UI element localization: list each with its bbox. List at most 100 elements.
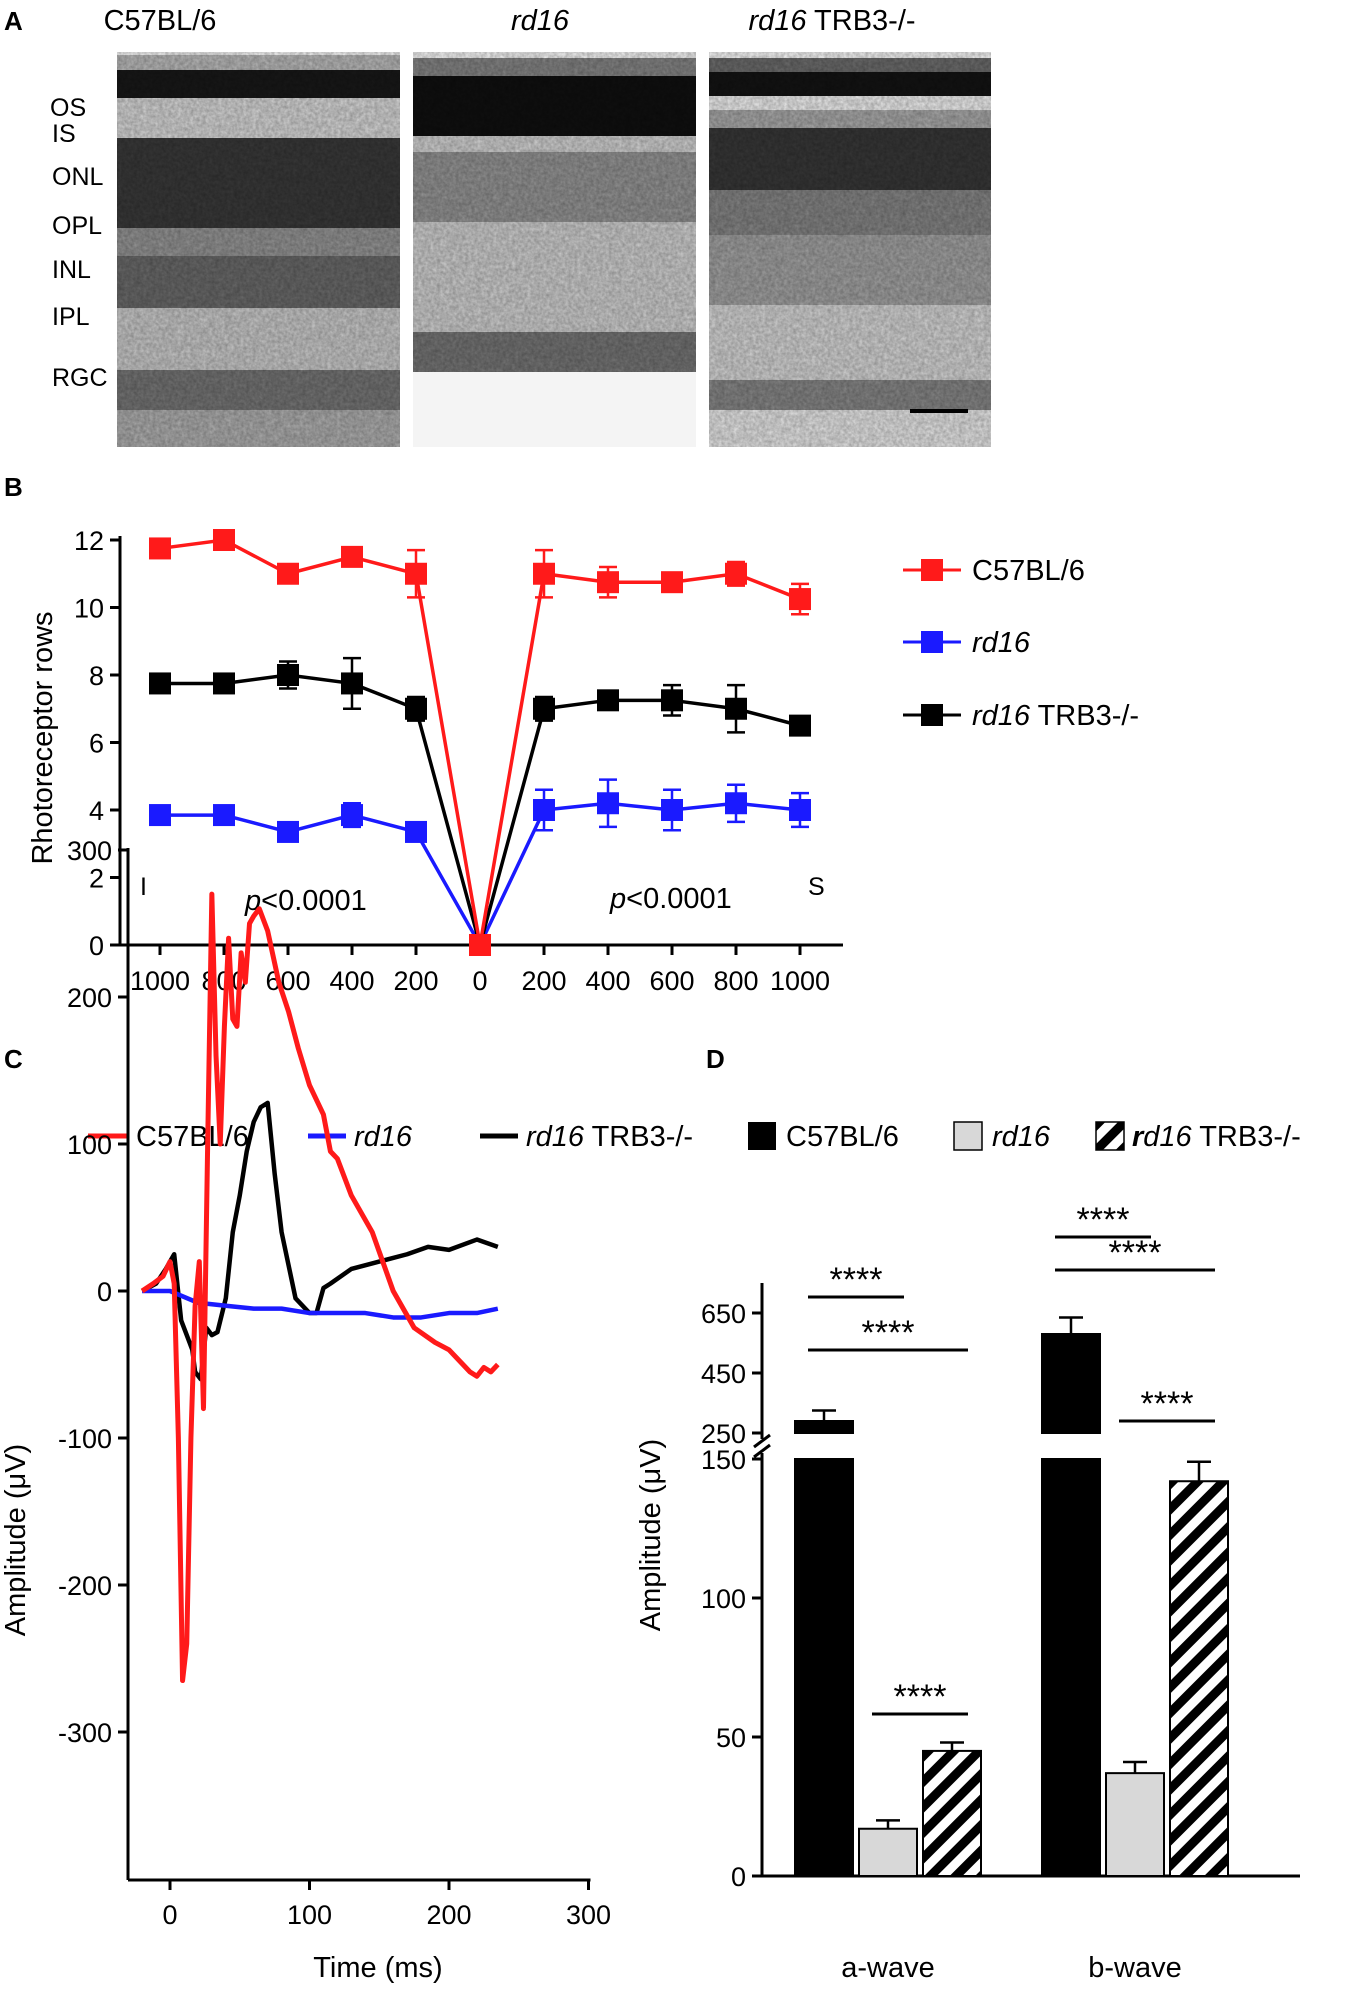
b-point-rd16-trb3 — [597, 689, 619, 712]
b-point-c57bl-6 — [277, 562, 299, 585]
d-bar-c57bl-6-b-wave — [1041, 1333, 1101, 1434]
panel-c-xlabel: Time (ms) — [313, 1952, 442, 1984]
b-point-rd16 — [277, 820, 299, 843]
panel-c-ylabel: Amplitude (μV) — [0, 1444, 32, 1636]
panel-b-right-end: S — [808, 873, 825, 901]
panel-d-bars — [794, 1316, 1229, 1878]
b-xtick-label: 600 — [649, 966, 694, 996]
d-xtick-label: b-wave — [1088, 1952, 1182, 1984]
legend-d-rd16-label: rd16 — [992, 1121, 1051, 1153]
panel-b-series — [149, 529, 811, 956]
c-ytick-label: 0 — [97, 1277, 112, 1307]
d-bar-rd16-b-wave — [1105, 1772, 1165, 1878]
c-xtick-label: 200 — [426, 1900, 471, 1930]
legend-d-rd16-trb3-swatch — [1095, 1121, 1125, 1151]
c-xtick-label: 300 — [566, 1900, 611, 1930]
legend-b-rd16-trb3-label: rd16 TRB3-/- — [972, 700, 1139, 732]
d-axis-break-mark — [753, 1443, 771, 1459]
legend-b-rd16-trb3: rd16 TRB3-/- — [903, 700, 1139, 732]
b-point-rd16-trb3 — [789, 714, 811, 737]
b-ytick-label: 10 — [74, 594, 104, 624]
b-point-c57bl-6 — [405, 562, 427, 585]
micrograph-rd16 — [413, 52, 696, 447]
b-point-rd16 — [405, 820, 427, 843]
b-xtick-label: 200 — [521, 966, 566, 996]
panel-d-letter: D — [706, 1044, 725, 1074]
legend-b-rd16: rd16 — [903, 627, 1031, 659]
c-line-c57bl-6 — [140, 891, 500, 1684]
layer-label-ipl: IPL — [52, 303, 90, 331]
c-ytick-label: 300 — [67, 836, 112, 866]
d-bar-c57bl-6-a-wave — [794, 1420, 854, 1434]
layer-label-rgc: RGC — [52, 364, 108, 392]
d-bar-rd16-a-wave — [858, 1827, 918, 1877]
d-sig-label: **** — [1077, 1201, 1130, 1239]
b-point-rd16 — [597, 792, 619, 815]
b-point-rd16-trb3 — [277, 664, 299, 686]
legend-d-rd16-swatch — [953, 1121, 983, 1151]
c-line-rd16-trb3 — [141, 1100, 499, 1382]
column-title-2: rd16 — [511, 5, 570, 37]
b-point-rd16-trb3 — [661, 689, 683, 712]
c-ytick-label: 200 — [67, 983, 112, 1013]
b-point-rd16-trb3 — [213, 672, 235, 695]
legend-d-c57bl6-swatch — [748, 1122, 776, 1150]
d-sig-label: **** — [862, 1314, 915, 1352]
layer-label-inl: INL — [52, 256, 91, 284]
panel-b-letter: B — [4, 472, 23, 502]
b-ytick-label: 8 — [89, 661, 104, 691]
b-point-c57bl-6 — [597, 571, 619, 594]
b-point-c57bl-6 — [725, 562, 747, 585]
d-bar-rd16-trb3-b-wave — [1169, 1480, 1229, 1877]
panel-d-ylabel: Amplitude (μV) — [635, 1439, 667, 1631]
micrograph-rd16-trb3 — [709, 52, 991, 447]
panel-d-legend: C57BL/6 rd16 rd16 TRB3-/- — [748, 1121, 1301, 1153]
b-point-rd16-trb3 — [533, 697, 555, 720]
b-point-rd16 — [341, 804, 363, 827]
layer-label-os: OS — [50, 94, 86, 122]
d-sig-label: **** — [1141, 1385, 1194, 1423]
d-ytick-label: 650 — [701, 1299, 746, 1329]
b-ytick-label: 2 — [89, 864, 104, 894]
d-ytick-label: 50 — [716, 1723, 746, 1753]
panel-d: D C57BL/6 rd16 rd16 TRB3-/- 0 50 100 150250… — [635, 1044, 1301, 1984]
panel-b-ylabel: Rhotoreceptor rows — [27, 611, 59, 864]
panel-b-legend: C57BL/6 rd16 rd16 TRB3-/- — [903, 555, 1139, 732]
b-point-rd16 — [533, 799, 555, 821]
panel-c-series — [140, 891, 500, 1684]
b-point-rd16 — [149, 804, 171, 827]
b-xtick-label: 400 — [329, 966, 374, 996]
panel-b-p-right: p<0.0001 — [609, 883, 732, 915]
b-point-c57bl-6 — [469, 934, 491, 956]
b-xtick-label: 1000 — [130, 966, 190, 996]
d-xtick-label: a-wave — [841, 1952, 935, 1984]
b-point-c57bl-6 — [341, 545, 363, 568]
layer-label-onl: ONL — [52, 163, 104, 191]
b-xtick-label: 800 — [713, 966, 758, 996]
panel-a-letter: A — [4, 6, 23, 36]
b-xtick-label: 600 — [265, 966, 310, 996]
d-axis-break-mark — [753, 1433, 771, 1449]
legend-b-rd16-label: rd16 — [972, 627, 1031, 659]
c-xtick-label: 0 — [162, 1900, 177, 1930]
legend-c-rd16-label: rd16 — [354, 1121, 413, 1153]
panel-a: A C57BL/6 rd16 rd16 TRB3-/- OS IS ONL OP… — [4, 5, 991, 447]
d-ytick-label: 250 — [701, 1419, 746, 1449]
b-xtick-label: 0 — [472, 966, 487, 996]
panel-c: C C57BL/6 rd16 rd16 TRB3-/- -300 -200 -100… — [0, 836, 693, 1984]
b-xtick-label: 200 — [393, 966, 438, 996]
b-ytick-label: 12 — [74, 526, 104, 556]
b-point-c57bl-6 — [213, 529, 235, 551]
layer-labels: OS IS ONL OPL INL IPL RGC — [50, 94, 108, 392]
b-point-c57bl-6 — [789, 588, 811, 611]
b-ytick-label: 6 — [89, 729, 104, 759]
c-xtick-label: 100 — [287, 1900, 332, 1930]
d-ytick-label: 150 — [701, 1445, 746, 1475]
b-point-rd16-trb3 — [725, 697, 747, 720]
legend-c-rd16-trb3-label: rd16 TRB3-/- — [526, 1121, 693, 1153]
c-ytick-label: -100 — [58, 1424, 112, 1454]
legend-b-c57bl6-label: C57BL/6 — [972, 555, 1085, 587]
b-ytick-label: 4 — [89, 796, 104, 826]
